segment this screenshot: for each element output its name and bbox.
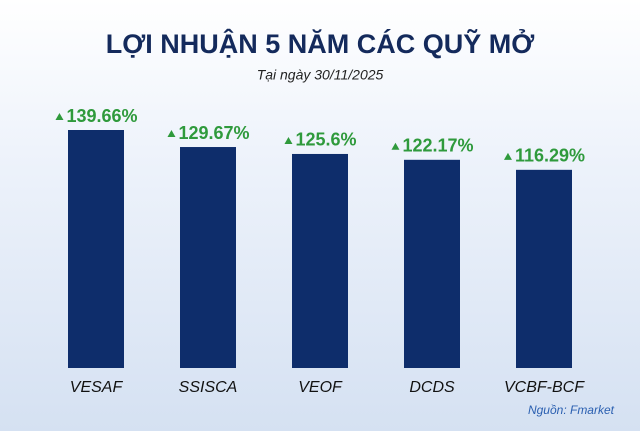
source: Nguồn: Fmarket bbox=[528, 403, 615, 417]
value-label: 125.6% bbox=[295, 130, 356, 150]
up-triangle bbox=[284, 136, 293, 144]
bar bbox=[516, 169, 572, 368]
value-label: 116.29% bbox=[515, 146, 585, 166]
value-label: 139.66% bbox=[66, 106, 137, 126]
x-tick-label: DCDS bbox=[409, 379, 455, 396]
bar bbox=[292, 153, 348, 368]
up-triangle bbox=[167, 130, 176, 138]
chart-title: LỢI NHUẬN 5 NĂM CÁC QUỸ MỞ bbox=[106, 27, 535, 59]
value-label: 122.17% bbox=[402, 136, 473, 156]
x-tick-label: SSISCA bbox=[179, 379, 238, 396]
x-tick-label: VCBF-BCF bbox=[504, 379, 585, 396]
x-tick-label: VEOF bbox=[298, 379, 343, 396]
bar bbox=[68, 130, 124, 368]
bar bbox=[180, 147, 236, 368]
x-tick-label: VESAF bbox=[70, 379, 124, 396]
chart-subtitle: Tại ngày 30/11/2025 bbox=[257, 67, 384, 83]
value-label: 129.67% bbox=[178, 123, 249, 143]
up-triangle bbox=[55, 113, 64, 120]
bar bbox=[404, 159, 460, 368]
up-triangle bbox=[391, 142, 400, 150]
up-triangle bbox=[503, 152, 512, 160]
